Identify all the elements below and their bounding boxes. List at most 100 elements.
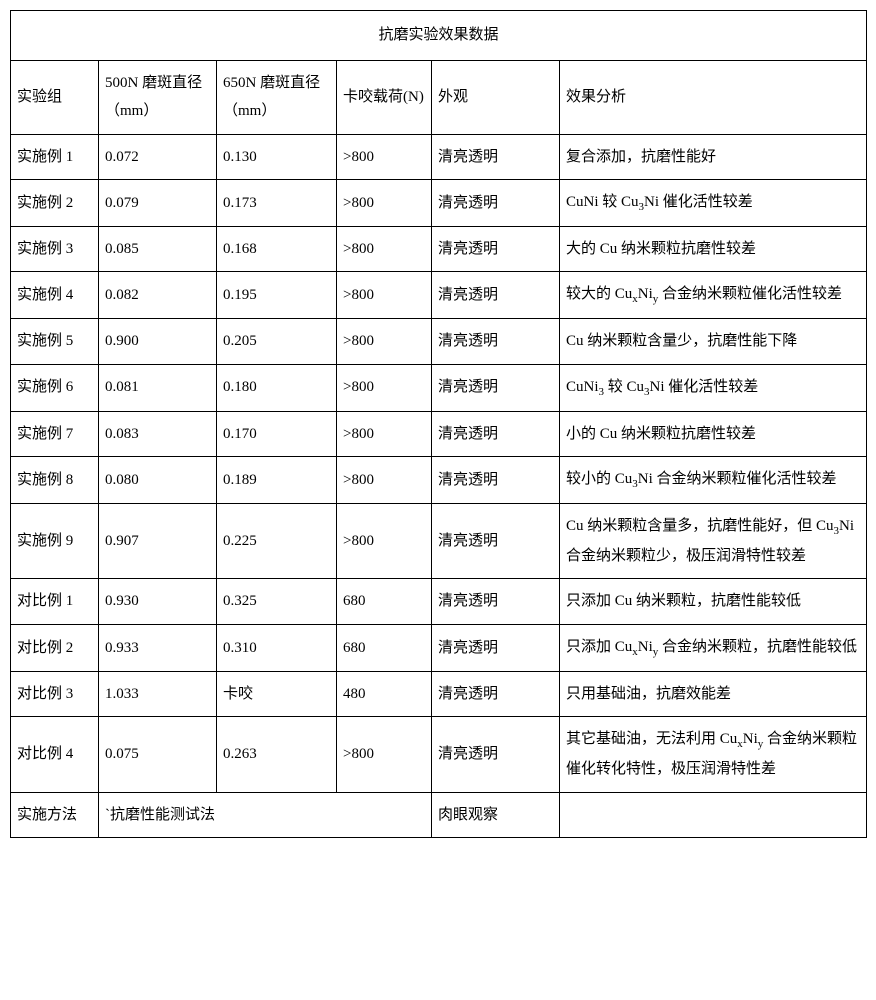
cell-c3: 0.170 bbox=[217, 411, 337, 457]
cell-c3: 0.325 bbox=[217, 579, 337, 625]
footer-observation: 肉眼观察 bbox=[432, 792, 560, 838]
cell-analysis: 只添加 CuxNiy 合金纳米颗粒，抗磨性能较低 bbox=[560, 624, 867, 671]
cell-c5: 清亮透明 bbox=[432, 579, 560, 625]
cell-c3: 0.130 bbox=[217, 134, 337, 180]
cell-c4: >800 bbox=[337, 411, 432, 457]
header-appearance: 外观 bbox=[432, 60, 560, 134]
footer-method-value: `抗磨性能测试法 bbox=[99, 792, 432, 838]
table-row: 实施例 70.0830.170>800清亮透明小的 Cu 纳米颗粒抗磨性较差 bbox=[11, 411, 867, 457]
cell-c2: 0.933 bbox=[99, 624, 217, 671]
cell-c1: 实施例 7 bbox=[11, 411, 99, 457]
cell-c5: 清亮透明 bbox=[432, 180, 560, 227]
footer-empty bbox=[560, 792, 867, 838]
cell-analysis: 复合添加，抗磨性能好 bbox=[560, 134, 867, 180]
cell-analysis: 较大的 CuxNiy 合金纳米颗粒催化活性较差 bbox=[560, 272, 867, 319]
title-row: 抗磨实验效果数据 bbox=[11, 11, 867, 61]
cell-c4: >800 bbox=[337, 319, 432, 365]
cell-c2: 0.083 bbox=[99, 411, 217, 457]
cell-c2: 0.075 bbox=[99, 717, 217, 792]
cell-c2: 0.081 bbox=[99, 364, 217, 411]
cell-c1: 实施例 5 bbox=[11, 319, 99, 365]
cell-analysis: 只添加 Cu 纳米颗粒，抗磨性能较低 bbox=[560, 579, 867, 625]
cell-c3: 0.173 bbox=[217, 180, 337, 227]
table-row: 实施例 80.0800.189>800清亮透明较小的 Cu3Ni 合金纳米颗粒催… bbox=[11, 457, 867, 504]
cell-analysis: Cu 纳米颗粒含量少，抗磨性能下降 bbox=[560, 319, 867, 365]
cell-c2: 1.033 bbox=[99, 671, 217, 717]
cell-c5: 清亮透明 bbox=[432, 717, 560, 792]
header-group: 实验组 bbox=[11, 60, 99, 134]
cell-c1: 对比例 4 bbox=[11, 717, 99, 792]
cell-analysis: 只用基础油，抗磨效能差 bbox=[560, 671, 867, 717]
cell-c1: 实施例 4 bbox=[11, 272, 99, 319]
cell-c3: 0.310 bbox=[217, 624, 337, 671]
cell-c4: 480 bbox=[337, 671, 432, 717]
cell-c5: 清亮透明 bbox=[432, 319, 560, 365]
cell-analysis: Cu 纳米颗粒含量多，抗磨性能好，但 Cu3Ni 合金纳米颗粒少，极压润滑特性较… bbox=[560, 504, 867, 579]
table-row: 实施例 40.0820.195>800清亮透明较大的 CuxNiy 合金纳米颗粒… bbox=[11, 272, 867, 319]
cell-c4: 680 bbox=[337, 624, 432, 671]
cell-c1: 实施例 2 bbox=[11, 180, 99, 227]
cell-c2: 0.079 bbox=[99, 180, 217, 227]
cell-analysis: 其它基础油，无法利用 CuxNiy 合金纳米颗粒催化转化特性，极压润滑特性差 bbox=[560, 717, 867, 792]
cell-c2: 0.072 bbox=[99, 134, 217, 180]
header-analysis: 效果分析 bbox=[560, 60, 867, 134]
cell-c3: 0.189 bbox=[217, 457, 337, 504]
cell-c5: 清亮透明 bbox=[432, 364, 560, 411]
header-650n: 650N 磨斑直径（mm） bbox=[217, 60, 337, 134]
cell-c4: >800 bbox=[337, 272, 432, 319]
cell-analysis: CuNi3 较 Cu3Ni 催化活性较差 bbox=[560, 364, 867, 411]
cell-c3: 0.195 bbox=[217, 272, 337, 319]
cell-c5: 清亮透明 bbox=[432, 272, 560, 319]
table-row: 实施例 30.0850.168>800清亮透明大的 Cu 纳米颗粒抗磨性较差 bbox=[11, 226, 867, 272]
cell-c3: 0.263 bbox=[217, 717, 337, 792]
table-row: 实施例 20.0790.173>800清亮透明CuNi 较 Cu3Ni 催化活性… bbox=[11, 180, 867, 227]
cell-c1: 实施例 3 bbox=[11, 226, 99, 272]
table-row: 实施例 90.9070.225>800清亮透明Cu 纳米颗粒含量多，抗磨性能好，… bbox=[11, 504, 867, 579]
cell-c1: 对比例 2 bbox=[11, 624, 99, 671]
table-row: 对比例 40.0750.263>800清亮透明其它基础油，无法利用 CuxNiy… bbox=[11, 717, 867, 792]
cell-c3: 0.180 bbox=[217, 364, 337, 411]
cell-c4: >800 bbox=[337, 134, 432, 180]
table-title: 抗磨实验效果数据 bbox=[11, 11, 867, 61]
cell-analysis: CuNi 较 Cu3Ni 催化活性较差 bbox=[560, 180, 867, 227]
cell-c2: 0.907 bbox=[99, 504, 217, 579]
cell-c4: 680 bbox=[337, 579, 432, 625]
cell-analysis: 较小的 Cu3Ni 合金纳米颗粒催化活性较差 bbox=[560, 457, 867, 504]
table-row: 对比例 31.033卡咬480清亮透明只用基础油，抗磨效能差 bbox=[11, 671, 867, 717]
cell-c5: 清亮透明 bbox=[432, 671, 560, 717]
cell-c2: 0.080 bbox=[99, 457, 217, 504]
table-row: 实施例 60.0810.180>800清亮透明CuNi3 较 Cu3Ni 催化活… bbox=[11, 364, 867, 411]
cell-c2: 0.900 bbox=[99, 319, 217, 365]
cell-c3: 0.225 bbox=[217, 504, 337, 579]
cell-analysis: 小的 Cu 纳米颗粒抗磨性较差 bbox=[560, 411, 867, 457]
header-500n: 500N 磨斑直径（mm） bbox=[99, 60, 217, 134]
cell-c3: 0.168 bbox=[217, 226, 337, 272]
cell-c4: >800 bbox=[337, 504, 432, 579]
cell-c1: 对比例 3 bbox=[11, 671, 99, 717]
cell-c1: 实施例 8 bbox=[11, 457, 99, 504]
cell-c5: 清亮透明 bbox=[432, 226, 560, 272]
header-load: 卡咬载荷(N) bbox=[337, 60, 432, 134]
footer-row: 实施方法`抗磨性能测试法肉眼观察 bbox=[11, 792, 867, 838]
cell-c2: 0.930 bbox=[99, 579, 217, 625]
table-row: 对比例 20.9330.310680清亮透明只添加 CuxNiy 合金纳米颗粒，… bbox=[11, 624, 867, 671]
cell-c4: >800 bbox=[337, 717, 432, 792]
cell-c5: 清亮透明 bbox=[432, 411, 560, 457]
footer-method-label: 实施方法 bbox=[11, 792, 99, 838]
table-body: 抗磨实验效果数据 实验组 500N 磨斑直径（mm） 650N 磨斑直径（mm）… bbox=[11, 11, 867, 838]
cell-c4: >800 bbox=[337, 364, 432, 411]
cell-c5: 清亮透明 bbox=[432, 134, 560, 180]
cell-c2: 0.082 bbox=[99, 272, 217, 319]
table-row: 实施例 50.9000.205>800清亮透明Cu 纳米颗粒含量少，抗磨性能下降 bbox=[11, 319, 867, 365]
table-row: 对比例 10.9300.325680清亮透明只添加 Cu 纳米颗粒，抗磨性能较低 bbox=[11, 579, 867, 625]
cell-c5: 清亮透明 bbox=[432, 457, 560, 504]
cell-c4: >800 bbox=[337, 226, 432, 272]
cell-c2: 0.085 bbox=[99, 226, 217, 272]
cell-c1: 实施例 1 bbox=[11, 134, 99, 180]
cell-c5: 清亮透明 bbox=[432, 504, 560, 579]
cell-c1: 实施例 9 bbox=[11, 504, 99, 579]
cell-analysis: 大的 Cu 纳米颗粒抗磨性较差 bbox=[560, 226, 867, 272]
cell-c1: 对比例 1 bbox=[11, 579, 99, 625]
cell-c4: >800 bbox=[337, 457, 432, 504]
header-row: 实验组 500N 磨斑直径（mm） 650N 磨斑直径（mm） 卡咬载荷(N) … bbox=[11, 60, 867, 134]
